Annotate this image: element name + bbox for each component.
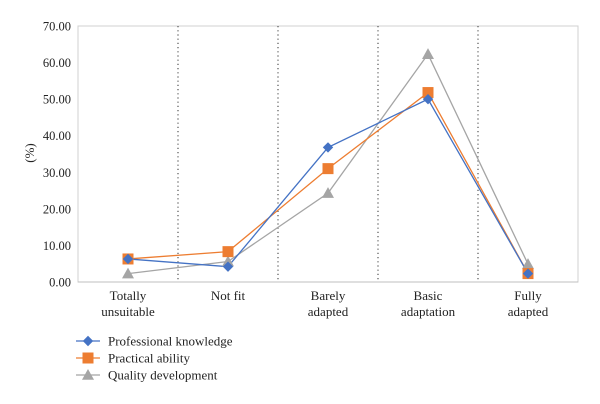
legend-label: Quality development bbox=[108, 368, 218, 383]
data-point bbox=[222, 255, 234, 267]
series-line bbox=[127, 98, 529, 274]
x-category-label: Barely bbox=[311, 288, 346, 303]
data-point bbox=[522, 268, 534, 279]
data-point bbox=[322, 163, 334, 175]
data-point bbox=[522, 258, 534, 269]
legend-label: Professional knowledge bbox=[108, 334, 233, 349]
y-tick-label: 60.00 bbox=[43, 56, 71, 70]
x-category-label: Not fit bbox=[211, 288, 246, 303]
x-category-label: adapted bbox=[308, 304, 349, 319]
x-category-label: Fully bbox=[514, 288, 542, 303]
x-category-label: Basic bbox=[414, 288, 443, 303]
y-tick-label: 50.00 bbox=[43, 93, 71, 107]
x-category-label: Totally bbox=[110, 288, 147, 303]
data-point bbox=[422, 48, 434, 59]
data-point bbox=[422, 93, 434, 105]
x-category-label: adapted bbox=[508, 304, 549, 319]
legend-label: Practical ability bbox=[108, 351, 190, 366]
data-point bbox=[122, 253, 134, 265]
y-tick-label: 0.00 bbox=[49, 276, 71, 290]
y-tick-label: 30.00 bbox=[43, 166, 71, 180]
y-tick-label: 70.00 bbox=[43, 20, 71, 34]
legend-marker bbox=[82, 335, 94, 347]
series-line bbox=[127, 91, 529, 274]
data-point bbox=[322, 187, 334, 198]
data-point bbox=[122, 267, 134, 279]
y-tick-label: 40.00 bbox=[43, 129, 71, 143]
data-point bbox=[222, 261, 234, 272]
data-point bbox=[222, 246, 234, 258]
data-point bbox=[322, 142, 334, 153]
legend-marker bbox=[82, 369, 94, 380]
y-tick-label: 10.00 bbox=[43, 239, 71, 253]
x-category-label: adaptation bbox=[401, 304, 456, 319]
x-category-label: unsuitable bbox=[101, 304, 155, 319]
data-point bbox=[422, 87, 434, 99]
y-tick-label: 20.00 bbox=[43, 202, 71, 216]
plot-area-border bbox=[77, 25, 579, 283]
legend-marker bbox=[82, 352, 94, 364]
y-axis-title: (%) bbox=[22, 143, 37, 163]
